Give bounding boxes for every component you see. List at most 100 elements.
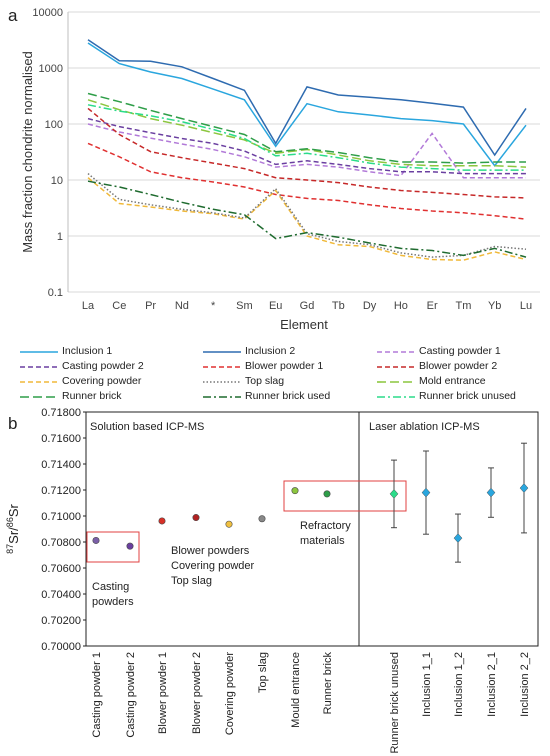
y-tick-label: 1 <box>57 231 63 243</box>
legend-label: Covering powder <box>62 375 142 387</box>
series-line-blower-powder-1 <box>87 142 527 220</box>
y-tick-label: 0.70400 <box>41 589 81 601</box>
y-tick-label: 0.71000 <box>41 511 81 523</box>
data-point <box>389 489 399 499</box>
chart-a: 0.1 1 10 100 1000 10000 La Ce Pr Nd * Sm Eu Gd Tb Dy Ho E… <box>20 7 540 332</box>
annotation-refractory: Refractory <box>300 520 351 532</box>
panel-label-b: b <box>8 414 18 433</box>
data-point <box>92 536 100 544</box>
x-tick-label: Casting powder 2 <box>125 652 137 738</box>
legend-label: Casting powder 1 <box>419 345 501 357</box>
legend-label: Top slag <box>245 375 285 387</box>
legend-swatch <box>20 366 58 368</box>
legend-label: Casting powder 2 <box>62 360 144 372</box>
data-point <box>291 487 299 495</box>
y-tick-label: 10000 <box>32 7 63 19</box>
plot-frame <box>85 411 539 647</box>
legend-swatch <box>203 396 241 398</box>
data-point <box>192 514 200 522</box>
legend-label: Runner brick used <box>245 390 331 402</box>
x-tick-label: Casting powder 1 <box>91 652 103 738</box>
series-line-runner-brick-used <box>87 180 527 258</box>
x-tick-label: Tb <box>332 300 345 312</box>
series-line-inclusion-2 <box>87 39 527 157</box>
x-tick-label: Inclusion 2_2 <box>519 652 531 717</box>
annotation-blower: Blower powders <box>171 545 250 557</box>
x-tick-label: Covering powder <box>224 652 236 735</box>
series-line-inclusion-1 <box>87 42 527 167</box>
y-tick-label: 0.70000 <box>41 641 81 653</box>
y-axis-label: Mass fraction chondrite normalised <box>20 51 35 253</box>
y-tick-label: 1000 <box>39 63 63 75</box>
series-line-runner-brick <box>87 92 526 164</box>
x-tick-label: * <box>211 300 216 312</box>
x-tick-label: Gd <box>300 300 315 312</box>
x-tick-label: Runner brick <box>322 652 334 715</box>
y-tick-label: 0.71800 <box>41 407 81 419</box>
data-point <box>421 487 431 498</box>
data-point <box>126 542 134 550</box>
data-point <box>519 483 529 493</box>
series-line-casting-powder-2 <box>87 117 526 175</box>
x-tick-label: Inclusion 1_2 <box>453 652 465 717</box>
legend-swatch <box>203 381 241 383</box>
data-point <box>158 517 166 525</box>
series-line-blower-powder-2 <box>87 107 527 199</box>
x-tick-label: Nd <box>175 300 189 312</box>
x-tick-label: La <box>82 300 95 312</box>
y-tick-label: 0.1 <box>48 287 63 299</box>
x-tick-label: Sm <box>236 300 253 312</box>
data-point <box>453 533 463 543</box>
legend-label: Blower powder 1 <box>245 360 324 372</box>
x-tick-label: Dy <box>363 300 377 312</box>
highlight-box-casting <box>86 531 140 563</box>
x-tick-label: Yb <box>488 300 501 312</box>
x-tick-label: Blower powder 1 <box>157 652 169 734</box>
annotation-casting: powders <box>92 596 134 608</box>
legend-label: Inclusion 2 <box>245 345 296 357</box>
legend-swatch <box>20 381 58 383</box>
legend-label: Blower powder 2 <box>419 360 498 372</box>
annotation-refractory: materials <box>300 535 345 547</box>
y-tick-label: 0.71200 <box>41 485 81 497</box>
highlight-box-refractory <box>283 480 407 512</box>
x-tick-label: Blower powder 2 <box>191 652 203 734</box>
section-label-solution: Solution based ICP-MS <box>90 421 204 433</box>
x-tick-label: Runner brick unused <box>389 652 401 754</box>
legend-swatch <box>377 366 415 368</box>
y-tick-label: 0.70800 <box>41 537 81 549</box>
legend-label: Runner brick unused <box>419 390 516 402</box>
legend-swatch <box>377 381 415 383</box>
annotation-blower: Covering powder <box>171 560 254 572</box>
x-tick-label: Inclusion 1_1 <box>421 652 433 717</box>
x-tick-label: Inclusion 2_1 <box>486 652 498 717</box>
x-tick-label: Lu <box>520 300 532 312</box>
data-point <box>225 520 233 528</box>
x-tick-label: Tm <box>455 300 471 312</box>
y-axis-label: 87Sr/86Sr <box>5 504 21 554</box>
legend-swatch <box>20 396 58 398</box>
data-point <box>323 490 331 498</box>
annotation-blower: Top slag <box>171 575 212 587</box>
legend-label: Runner brick <box>62 390 122 402</box>
section-label-laser: Laser ablation ICP-MS <box>369 421 480 433</box>
annotation-casting: Casting <box>92 581 129 593</box>
y-tick-label: 0.70200 <box>41 615 81 627</box>
legend-swatch <box>203 351 241 353</box>
x-tick-label: Pr <box>145 300 156 312</box>
series-line-runner-brick-unused <box>87 104 526 171</box>
x-tick-label: Top slag <box>257 652 269 693</box>
x-tick-label: Eu <box>269 300 282 312</box>
legend-label: Mold entrance <box>419 375 486 387</box>
series-line-covering-powder <box>87 177 527 261</box>
y-tick-label: 100 <box>45 119 63 131</box>
chart-b: 0.70000 0.70200 0.70400 0.70600 0.70800 0.710… <box>5 407 539 754</box>
series-line-casting-powder-1 <box>87 123 526 179</box>
legend-swatch <box>377 396 415 398</box>
legend-swatch <box>20 351 58 353</box>
x-tick-label: Er <box>427 300 438 312</box>
data-point <box>486 487 496 498</box>
panel-label-a: a <box>8 6 18 25</box>
data-point <box>258 515 266 523</box>
